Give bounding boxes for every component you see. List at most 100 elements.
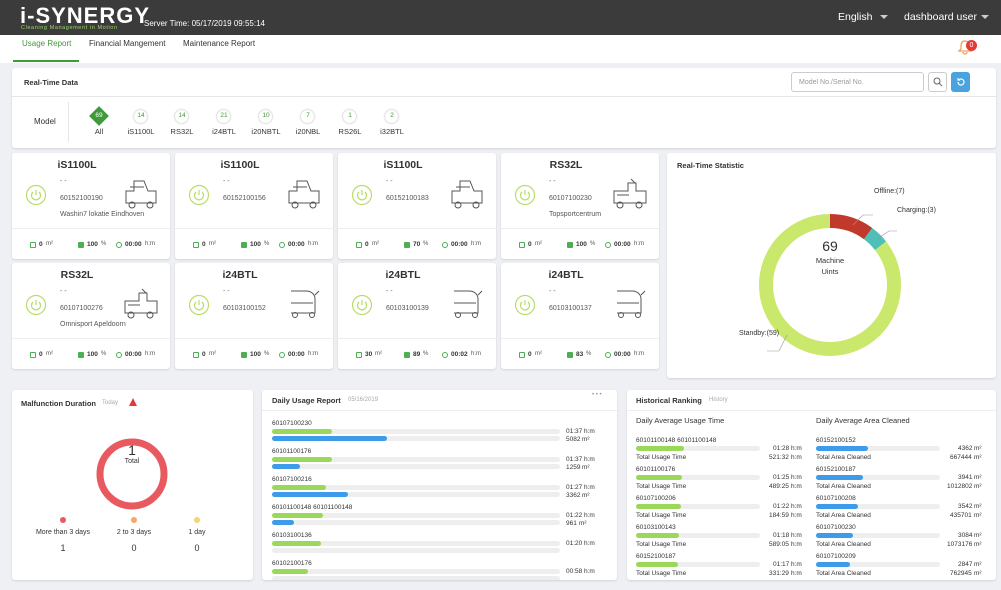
filter-badge[interactable] xyxy=(134,110,147,123)
unit: h:m xyxy=(584,428,595,435)
donut-segment xyxy=(96,438,168,510)
filter-badge[interactable] xyxy=(175,110,188,123)
legend-label: 2 to 3 days xyxy=(116,529,152,536)
total-value: 1073176 xyxy=(947,541,973,548)
serial: 60107100206 xyxy=(636,495,676,502)
power-icon xyxy=(188,294,210,316)
language[interactable]: English xyxy=(838,11,873,23)
filter-badge[interactable] xyxy=(217,110,230,123)
filter-count: 14 xyxy=(178,112,186,119)
unit: h:m xyxy=(791,570,802,577)
machine-card[interactable]: i24BTL - - 60103100152 0 m² 100% 00:00 h:m xyxy=(175,263,333,369)
power-icon xyxy=(25,184,47,206)
total-value: 589:05 xyxy=(769,541,789,548)
search-button[interactable] xyxy=(928,72,947,92)
filter-label[interactable]: i24BTL xyxy=(212,127,236,136)
total-value: 331:29 xyxy=(769,570,789,577)
daily-panel: Daily Usage Report 05/16/2019 • • • 6010710… xyxy=(262,390,617,580)
battery-icon xyxy=(241,352,247,358)
filter-label[interactable]: RS26L xyxy=(338,127,362,136)
lens xyxy=(933,77,941,85)
icon xyxy=(146,311,154,319)
search-input[interactable]: Model No./Serial No. xyxy=(791,72,924,92)
unit: h:m xyxy=(791,561,802,568)
tab[interactable]: Financial Mangement xyxy=(89,39,166,48)
time-unit: h:m xyxy=(634,351,645,357)
filter-label[interactable]: i20NBTL xyxy=(251,127,281,136)
battery-icon xyxy=(567,352,573,358)
divider xyxy=(501,338,659,339)
filter-badge[interactable] xyxy=(343,110,356,123)
machine-card[interactable]: iS1100L - - 60152100183 0 m² 70% 00:00 h:m xyxy=(338,153,496,259)
machine-card[interactable]: RS32L - - 60107100276 Omnisport Apeldoorn 0 m… xyxy=(12,263,170,369)
history-panel: Historical Ranking History Daily Average U… xyxy=(627,390,996,580)
filter-label[interactable]: All xyxy=(94,127,104,136)
machine-card[interactable]: iS1100L - - 60152100156 0 m² 100% 00:00 h:m xyxy=(175,153,333,259)
filter-badge[interactable] xyxy=(259,110,272,123)
serial: 60152100187 xyxy=(636,553,676,560)
icon xyxy=(454,201,462,209)
divider xyxy=(12,228,170,229)
bar-track xyxy=(272,457,560,462)
usage-bar xyxy=(272,541,322,546)
more-menu[interactable]: • • • xyxy=(592,392,602,398)
machine-card[interactable]: iS1100L - - 60152100190 Washin7 lokatie Ein… xyxy=(12,153,170,259)
notification-badge: 0 xyxy=(966,40,977,51)
bar-track xyxy=(272,485,560,490)
battery-unit: % xyxy=(101,241,107,247)
machine-icon xyxy=(613,178,647,209)
segment-label: Offline:(7) xyxy=(874,188,905,195)
column-title: Daily Average Area Cleaned xyxy=(816,416,910,425)
area-unit: m² xyxy=(375,351,382,357)
usage-time: 01:22 xyxy=(566,512,583,519)
machine-icon xyxy=(291,290,320,318)
battery-value: 100 xyxy=(576,241,587,248)
power-ring xyxy=(514,184,536,206)
tab-underline xyxy=(13,60,79,62)
power-ring xyxy=(351,184,373,206)
rank-value: 01:28 xyxy=(773,445,790,452)
machine-location: Topsportcentrum xyxy=(549,211,602,218)
battery-icon xyxy=(78,242,84,248)
usage-bar xyxy=(272,485,326,490)
machine-name: i24BTL xyxy=(548,269,584,281)
filter-label[interactable]: i20NBL xyxy=(295,127,321,136)
bar-track xyxy=(272,513,560,518)
rank-bar xyxy=(816,533,853,538)
refresh-button[interactable] xyxy=(951,72,970,92)
area-bar xyxy=(272,436,387,441)
tab[interactable]: Maintenance Report xyxy=(183,39,256,48)
power-ring xyxy=(25,184,47,206)
filter-count: 1 xyxy=(348,112,352,119)
divider xyxy=(262,410,617,411)
total-value: 489:25 xyxy=(769,483,789,490)
power-ring xyxy=(188,294,210,316)
usage-bar xyxy=(272,429,332,434)
unit: m² xyxy=(974,532,982,539)
filter-badge[interactable] xyxy=(385,110,398,123)
unit: m² xyxy=(974,445,982,452)
machine-card[interactable]: RS32L - - 60107100230 Topsportcentrum 0 m² 100… xyxy=(501,153,659,259)
area-icon xyxy=(519,352,525,358)
filter-badge[interactable] xyxy=(301,110,314,123)
power-icon xyxy=(351,184,373,206)
user-menu[interactable]: dashboard user xyxy=(904,11,977,23)
dropdown-caret xyxy=(880,15,888,23)
machine-card[interactable]: i24BTL - - 60103100137 0 m² 83% 00:00 h:m xyxy=(501,263,659,369)
tab[interactable]: Usage Report xyxy=(22,39,72,48)
machine-name: iS1100L xyxy=(57,159,97,171)
panel-subtitle: History xyxy=(709,397,728,403)
filter-label[interactable]: RS32L xyxy=(170,127,194,136)
filter-label[interactable]: iS1100L xyxy=(127,127,155,136)
icon xyxy=(451,180,483,204)
machine-card[interactable]: i24BTL - - 60103100139 30 m² 89% 00:02 h:m xyxy=(338,263,496,369)
area-value: 3362 xyxy=(566,492,581,499)
unit: h:m xyxy=(791,474,802,481)
rank-value: 3941 xyxy=(958,474,973,481)
legend-value: 0 xyxy=(194,543,200,553)
machine-name: i24BTL xyxy=(385,269,421,281)
unit: h:m xyxy=(791,483,802,490)
filter-label[interactable]: i32BTL xyxy=(380,127,404,136)
area-icon xyxy=(193,242,199,248)
